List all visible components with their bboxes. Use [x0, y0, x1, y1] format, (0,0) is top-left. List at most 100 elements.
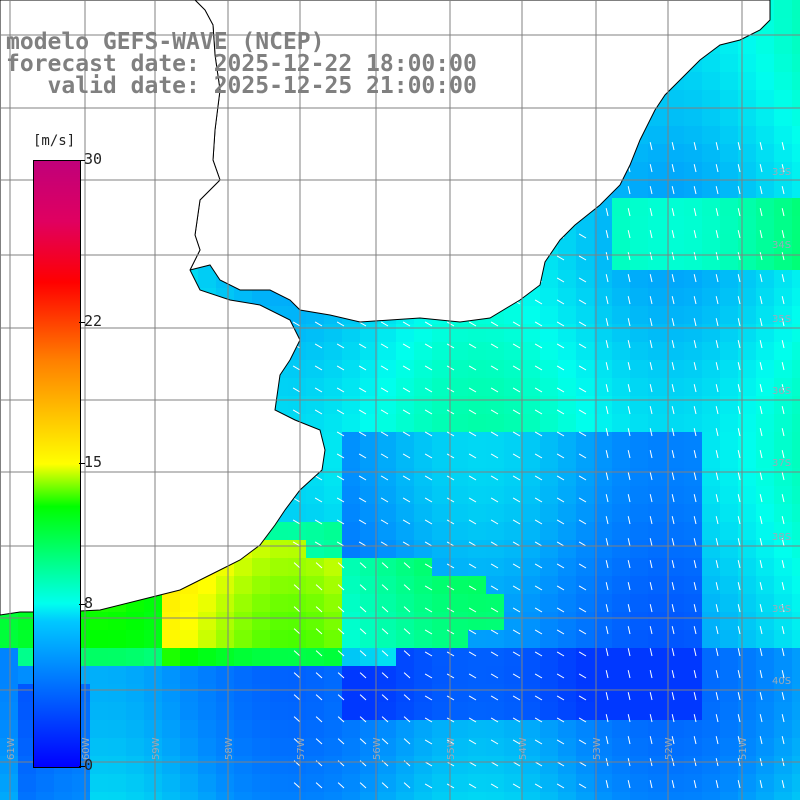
wind-arrow	[605, 406, 609, 415]
wind-speed-cell	[162, 702, 180, 720]
wind-speed-cell	[396, 342, 414, 360]
wind-speed-cell	[702, 774, 720, 792]
wind-speed-cell	[504, 684, 522, 702]
wind-speed-cell	[342, 720, 360, 738]
wind-speed-cell	[198, 648, 216, 666]
wind-arrow	[534, 453, 543, 459]
wind-speed-cell	[666, 666, 684, 684]
wind-arrow	[737, 186, 741, 195]
wind-arrow	[781, 560, 785, 569]
wind-speed-cell	[414, 486, 432, 504]
wind-arrow	[605, 560, 609, 569]
wind-speed-cell	[684, 666, 702, 684]
wind-speed-cell	[666, 126, 684, 144]
wind-arrow	[737, 208, 741, 217]
wind-arrow	[293, 716, 301, 723]
wind-speed-cell	[306, 792, 324, 800]
wind-arrow	[605, 274, 609, 283]
wind-speed-cell	[630, 306, 648, 324]
wind-arrow	[781, 142, 785, 151]
wind-speed-cell	[0, 648, 18, 666]
wind-speed-cell	[630, 432, 648, 450]
wind-speed-cell	[234, 738, 252, 756]
wind-speed-cell	[342, 342, 360, 360]
wind-speed-cell	[234, 720, 252, 738]
longitude-label: 53W	[592, 737, 603, 760]
wind-arrow	[649, 296, 653, 305]
wind-speed-cell	[756, 558, 774, 576]
wind-arrow	[737, 274, 741, 283]
wind-speed-cell	[558, 756, 576, 774]
wind-speed-cell	[198, 756, 216, 774]
wind-speed-cell	[702, 54, 720, 72]
wind-speed-cell	[18, 738, 36, 756]
wind-speed-cell	[756, 486, 774, 504]
wind-arrow	[627, 780, 631, 789]
wind-speed-cell	[234, 792, 252, 800]
wind-speed-cell	[774, 612, 792, 630]
wind-speed-cell	[270, 720, 288, 738]
wind-speed-cell	[180, 756, 198, 774]
wind-arrow	[468, 409, 477, 415]
wind-speed-cell	[558, 378, 576, 396]
wind-speed-cell	[648, 144, 666, 162]
wind-speed-cell	[630, 378, 648, 396]
wind-speed-cell	[558, 774, 576, 792]
wind-arrow	[759, 252, 763, 261]
wind-arrow	[671, 406, 675, 415]
wind-speed-cell	[720, 522, 738, 540]
wind-speed-cell	[684, 234, 702, 252]
wind-speed-cell	[306, 396, 324, 414]
wind-speed-cell	[378, 576, 396, 594]
wind-speed-cell	[378, 522, 396, 540]
wind-arrow	[402, 453, 411, 459]
wind-arrow	[737, 318, 741, 327]
wind-arrow	[649, 604, 653, 613]
wind-speed-cell	[396, 432, 414, 450]
wind-speed-cell	[90, 774, 108, 792]
wind-speed-cell	[342, 666, 360, 684]
wind-speed-cell	[162, 648, 180, 666]
wind-arrow	[671, 472, 675, 481]
wind-speed-cell	[720, 270, 738, 288]
wind-arrow	[292, 321, 301, 327]
wind-speed-cell	[774, 594, 792, 612]
wind-speed-cell	[324, 702, 342, 720]
wind-speed-cell	[486, 684, 504, 702]
wind-speed-cell	[666, 504, 684, 522]
wind-speed-cell	[648, 522, 666, 540]
wind-arrow	[781, 384, 785, 393]
wind-speed-cell	[396, 504, 414, 522]
wind-arrow	[671, 582, 675, 591]
wind-speed-cell	[486, 486, 504, 504]
wind-speed-cell	[702, 306, 720, 324]
wind-arrow	[627, 362, 631, 371]
wind-arrow	[715, 362, 719, 371]
wind-speed-cell	[162, 594, 180, 612]
wind-speed-cell	[216, 594, 234, 612]
wind-speed-cell	[666, 270, 684, 288]
wind-speed-cell	[450, 738, 468, 756]
wind-speed-cell	[288, 792, 306, 800]
wind-arrow	[671, 626, 675, 635]
wind-arrow	[781, 450, 785, 459]
wind-speed-cell	[792, 90, 800, 108]
wind-speed-cell	[702, 342, 720, 360]
wind-speed-cell	[594, 792, 612, 800]
wind-speed-cell	[684, 252, 702, 270]
wind-arrow	[446, 453, 455, 459]
wind-speed-cell	[576, 666, 594, 684]
wind-speed-cell	[648, 216, 666, 234]
wind-speed-cell	[414, 504, 432, 522]
wind-speed-cell	[684, 378, 702, 396]
wind-arrow	[468, 453, 477, 459]
wind-speed-cell	[738, 774, 756, 792]
wind-speed-cell	[324, 648, 342, 666]
wind-speed-cell	[684, 216, 702, 234]
wind-arrow	[605, 472, 609, 481]
wind-arrow	[468, 387, 477, 393]
wind-speed-cell	[558, 360, 576, 378]
wind-speed-cell	[594, 576, 612, 594]
wind-speed-cell	[144, 594, 162, 612]
